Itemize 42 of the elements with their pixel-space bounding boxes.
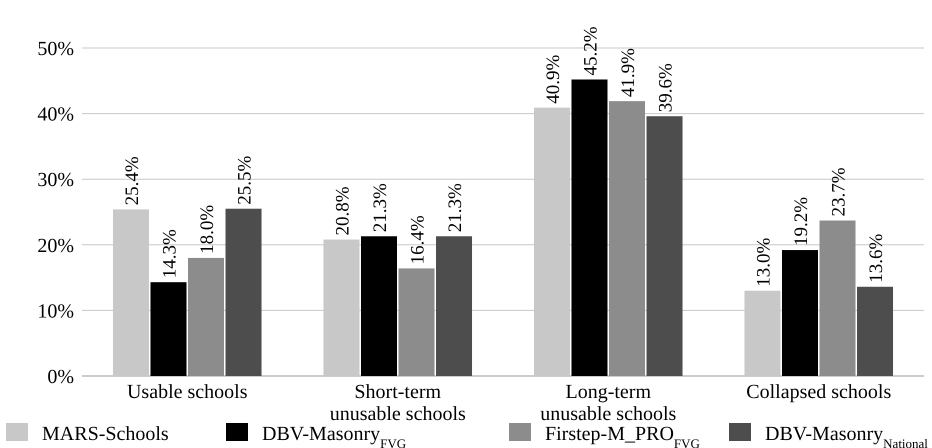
x-tick-label: Short-term unusable schools <box>330 381 466 425</box>
bar <box>782 250 818 376</box>
data-label: 21.3% <box>445 183 466 232</box>
bar <box>150 282 186 376</box>
legend-label: DBV-Masonry$_{National}$ <box>765 423 928 448</box>
data-label: 13.0% <box>753 237 774 287</box>
data-label: 23.7% <box>828 167 850 217</box>
y-tick-label: 20% <box>37 234 74 257</box>
data-label: 19.2% <box>790 196 812 246</box>
data-label: 25.4% <box>122 156 143 206</box>
y-tick-label: 40% <box>37 104 74 126</box>
data-label: 40.9% <box>542 54 564 104</box>
data-label: 45.2% <box>580 26 602 76</box>
bar <box>571 79 608 376</box>
data-label: 16.4% <box>408 215 429 264</box>
bar <box>226 208 262 376</box>
bar <box>646 116 683 376</box>
data-label: 18.0% <box>197 204 218 254</box>
y-tick-label: 10% <box>37 300 74 322</box>
x-tick-label: Long-term unusable schools <box>540 381 677 425</box>
bar <box>360 236 397 376</box>
bar <box>820 220 856 376</box>
legend-label: Firstep-M_PRO$_{FVG}$ <box>545 423 700 448</box>
legend-label: DBV-Masonry$_{FVG}$ <box>262 423 406 448</box>
y-tick-label: 0% <box>47 366 74 388</box>
y-tick-label: 30% <box>37 169 74 192</box>
legend-label: MARS-Schools <box>42 423 169 445</box>
x-tick-label: Collapsed schools <box>746 381 892 403</box>
bar <box>436 236 472 376</box>
data-label: 20.8% <box>332 186 354 236</box>
y-tick-label: 50% <box>37 38 74 60</box>
x-tick-label: Usable schools <box>126 381 248 403</box>
bar <box>857 286 894 376</box>
bar <box>188 258 224 376</box>
bar <box>398 268 435 376</box>
data-label: 25.5% <box>234 155 256 205</box>
data-label: 14.3% <box>159 228 180 278</box>
data-label: 13.6% <box>866 234 888 283</box>
bar <box>609 101 646 376</box>
data-label: 39.6% <box>656 62 677 112</box>
data-label: 41.9% <box>618 48 640 98</box>
data-label: 21.3% <box>370 183 391 232</box>
